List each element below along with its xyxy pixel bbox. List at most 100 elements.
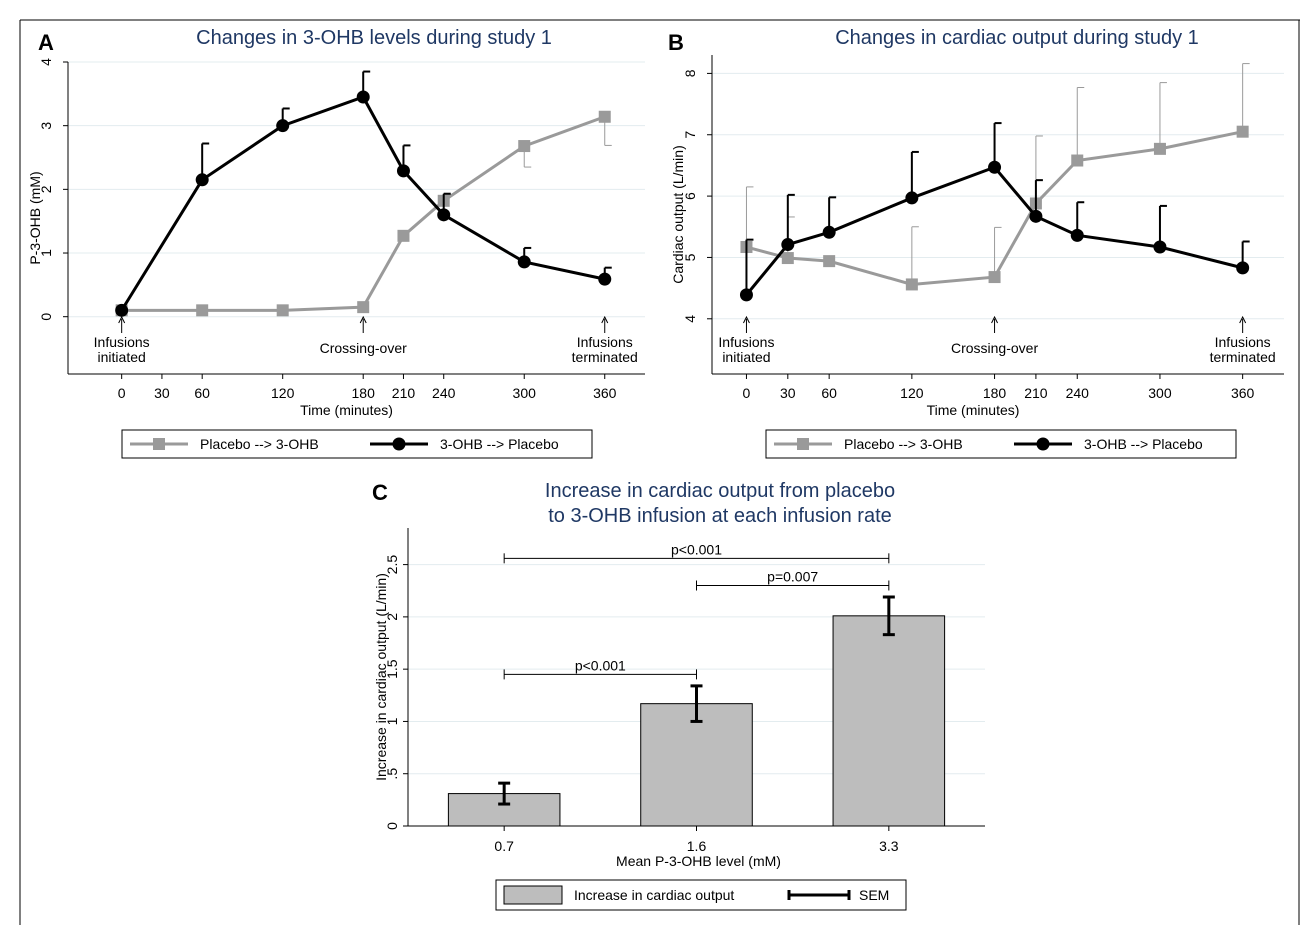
data-point-square: [1071, 154, 1084, 167]
y-tick-label: 2: [384, 613, 400, 621]
x-tick-label: 300: [1148, 385, 1172, 401]
data-point-circle: [1153, 240, 1167, 254]
annotation-arrow-head: [118, 315, 126, 324]
data-point-square: [276, 304, 289, 317]
panel-a-chart: A Changes in 3-OHB levels during study 1 0…: [27, 27, 645, 459]
data-point-circle: [396, 164, 410, 178]
y-axis-label: Cardiac output (L/min): [670, 145, 686, 284]
significance-label: p<0.001: [671, 541, 722, 557]
x-tick-label: 360: [593, 385, 617, 401]
y-axis-label: P-3-OHB (mM): [27, 171, 43, 264]
x-axis-label: Time (minutes): [300, 402, 393, 418]
chart-title: Changes in 3-OHB levels during study 1: [196, 27, 552, 49]
x-tick-label: 360: [1231, 385, 1255, 401]
annotation-text: Infusions: [94, 334, 150, 350]
annotation-text: Infusions: [577, 334, 633, 350]
data-point-circle: [437, 208, 451, 222]
series-line: [121, 115, 606, 312]
significance-label: p<0.001: [575, 657, 626, 673]
bar: [832, 615, 946, 827]
annotation-text: initiated: [722, 349, 770, 365]
annotation-arrow-head: [359, 315, 367, 324]
data-point-circle: [115, 303, 129, 317]
data-point-circle: [905, 191, 919, 205]
x-tick-label: 120: [271, 385, 295, 401]
legend-label: Placebo --> 3-OHB: [844, 436, 963, 452]
y-tick-label: 3: [38, 122, 54, 130]
legend-label: 3-OHB --> Placebo: [440, 436, 559, 452]
x-axis-label: Time (minutes): [927, 402, 1020, 418]
annotation-arrow-head: [601, 315, 609, 324]
panel-letter: B: [668, 30, 684, 55]
chart-title: Changes in cardiac output during study 1: [835, 27, 1199, 49]
data-point-circle: [739, 288, 753, 302]
data-point-circle: [988, 160, 1002, 174]
data-point-circle: [276, 119, 290, 133]
panel-c-chart: C Increase in cardiac output from placebo…: [372, 480, 985, 911]
x-tick-label: 240: [1066, 385, 1090, 401]
data-point-circle: [1070, 228, 1084, 242]
data-point-square: [518, 140, 531, 153]
x-tick-label: 60: [821, 385, 837, 401]
bar: [640, 703, 753, 827]
data-point-circle: [781, 238, 795, 252]
annotation-arrow-head: [1239, 315, 1247, 324]
x-tick-label: 0: [743, 385, 751, 401]
data-point-circle: [822, 225, 836, 239]
x-tick-label: 210: [1024, 385, 1048, 401]
x-tick-label: 60: [194, 385, 210, 401]
y-tick-label: 4: [682, 315, 698, 323]
y-tick-label: 4: [38, 58, 54, 66]
panel-letter: A: [38, 30, 54, 55]
legend-label: 3-OHB --> Placebo: [1084, 436, 1203, 452]
y-axis-label: Increase in cardiac output (L/min): [373, 573, 389, 781]
x-axis-label: Mean P-3-OHB level (mM): [616, 853, 781, 869]
legend-marker-circle: [392, 437, 406, 451]
data-point-circle: [356, 90, 370, 104]
data-point-square: [988, 271, 1001, 284]
y-tick-label: 1: [38, 249, 54, 257]
legend-box: [121, 429, 593, 459]
annotation-text: terminated: [572, 349, 638, 365]
data-point-square: [196, 304, 209, 317]
data-point-circle: [1236, 261, 1250, 275]
annotation-text: Crossing-over: [951, 340, 1038, 356]
legend-marker-square: [153, 438, 165, 450]
legend-label: Increase in cardiac output: [574, 887, 734, 903]
y-tick-label: 2.5: [384, 555, 400, 575]
legend-swatch-bar: [503, 885, 563, 905]
x-tick-label: 1.6: [687, 838, 707, 854]
legend-box: [765, 429, 1237, 459]
data-point-square: [397, 229, 410, 242]
x-tick-label: 0: [118, 385, 126, 401]
data-point-square: [781, 252, 794, 265]
y-tick-label: 7: [682, 131, 698, 139]
panel-b-chart: B Changes in cardiac output during study …: [668, 27, 1284, 459]
x-tick-label: 180: [352, 385, 376, 401]
legend-label: SEM: [859, 887, 889, 903]
annotation-arrow-head: [743, 315, 750, 324]
data-point-square: [357, 301, 370, 314]
data-point-circle: [195, 173, 209, 187]
x-tick-label: 180: [983, 385, 1007, 401]
panel-letter: C: [372, 480, 388, 505]
significance-label: p=0.007: [767, 569, 818, 585]
series-line: [120, 95, 606, 312]
data-point-square: [905, 278, 918, 291]
y-tick-label: 6: [682, 192, 698, 200]
y-tick-label: 0: [384, 822, 400, 830]
data-point-square: [598, 110, 611, 123]
y-tick-label: 8: [682, 69, 698, 77]
legend-marker-square: [797, 438, 809, 450]
y-tick-label: 2: [38, 185, 54, 193]
x-tick-label: 0.7: [494, 838, 514, 854]
data-point-circle: [1029, 209, 1043, 223]
data-point-circle: [598, 272, 612, 286]
data-point-square: [1153, 142, 1166, 155]
x-tick-label: 30: [154, 385, 170, 401]
annotation-text: terminated: [1210, 349, 1276, 365]
x-tick-label: 3.3: [879, 838, 899, 854]
x-tick-label: 240: [432, 385, 456, 401]
annotation-text: initiated: [98, 349, 146, 365]
